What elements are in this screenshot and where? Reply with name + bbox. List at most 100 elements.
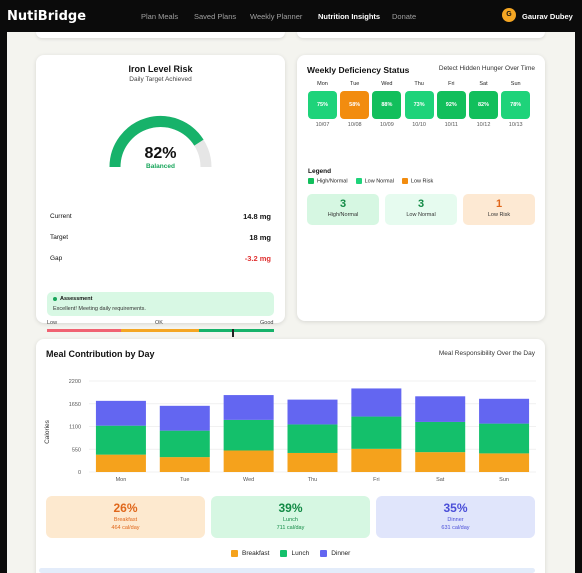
stat-row-target: Target 18 mg — [50, 233, 271, 242]
bar-lunch-sat[interactable] — [415, 421, 466, 453]
scale-segment-good — [199, 329, 274, 332]
day-tue[interactable]: Tue 58% 10/08 — [340, 81, 370, 128]
scale-segment-ok — [121, 329, 199, 332]
bar-dinner-mon[interactable] — [95, 400, 146, 426]
meal-calories: 711 cal/day — [276, 525, 305, 531]
legend-label: Breakfast — [242, 550, 270, 558]
user-name[interactable]: Gaurav Dubey — [522, 12, 573, 21]
nav-link-saved-plans[interactable]: Saved Plans — [194, 12, 237, 21]
chart-y-label: Calories — [44, 419, 51, 444]
meal-name: Lunch — [283, 517, 298, 523]
bar-dinner-tue[interactable] — [159, 405, 210, 431]
day-fri[interactable]: Fri 92% 10/11 — [436, 81, 466, 128]
x-tick-label: Fri — [373, 477, 379, 483]
meal-percent: 26% — [113, 501, 138, 515]
legend-swatch — [280, 550, 288, 557]
deficiency-legend: High/Normal Low Normal Low Risk — [308, 178, 433, 184]
day-sun[interactable]: Sun 78% 10/13 — [501, 81, 531, 128]
bar-dinner-fri[interactable] — [351, 388, 402, 417]
legend-swatch — [308, 178, 314, 184]
summary-count: 3 — [339, 198, 347, 210]
legend-item-breakfast[interactable]: Breakfast — [231, 550, 269, 557]
day-label: Tue — [350, 81, 360, 87]
summary-count: 3 — [417, 198, 425, 210]
meal-card-lunch: 39% Lunch 711 cal/day — [211, 496, 370, 538]
x-tick-label: Sun — [499, 477, 509, 483]
bar-dinner-wed[interactable] — [223, 395, 274, 420]
legend-swatch — [355, 178, 362, 184]
scale-low-label: Low — [47, 320, 58, 326]
scale-ok-label: OK — [155, 320, 163, 326]
summary-label: Low Normal — [406, 212, 436, 218]
bar-breakfast-mon[interactable] — [95, 454, 146, 472]
nav-link-nutrition-insights[interactable]: Nutrition Insights — [318, 12, 381, 21]
bar-lunch-mon[interactable] — [95, 425, 146, 455]
day-percent-box: 73% — [404, 91, 434, 119]
bar-breakfast-fri[interactable] — [351, 448, 402, 472]
bar-dinner-sun[interactable] — [479, 398, 530, 424]
day-percent-box: 88% — [372, 91, 402, 119]
meal-contribution-card: Meal Contribution by Day Meal Responsibi… — [36, 339, 545, 573]
avatar[interactable]: G — [502, 8, 516, 22]
scale-good-label: Good — [260, 320, 274, 326]
risk-scale-bar — [47, 329, 274, 332]
day-percent-box: 82% — [469, 91, 498, 119]
assessment-text: Excellent! Meeting daily requirements. — [53, 306, 146, 312]
chart-x-ticks: Mon Tue Wed Thu Fri Sat Sun — [116, 477, 509, 483]
meal-stacked-bar-chart: 0 550 1100 1650 2200 Mon Tue Wed Thu Fri Sat Sun C… — [44, 379, 536, 483]
day-date: 10/13 — [508, 122, 523, 128]
legend-swatch — [401, 178, 408, 184]
day-label: Sat — [479, 81, 488, 87]
stat-label: Current — [50, 213, 72, 220]
day-date: 10/11 — [444, 122, 458, 128]
bar-lunch-thu[interactable] — [287, 424, 338, 453]
day-percent-box: 75% — [308, 91, 337, 119]
iron-percent: 82% — [144, 145, 177, 162]
day-date: 10/07 — [315, 122, 330, 128]
bar-dinner-thu[interactable] — [287, 399, 338, 425]
y-tick-label: 550 — [72, 447, 81, 453]
bar-lunch-wed[interactable] — [223, 419, 274, 451]
legend-label: Low Normal — [364, 178, 394, 185]
deficiency-title: Weekly Deficiency Status — [307, 65, 410, 75]
day-thu[interactable]: Thu 73% 10/10 — [404, 81, 434, 128]
nav-link-plan-meals[interactable]: Plan Meals — [141, 12, 179, 21]
deficiency-subtitle: Detect Hidden Hunger Over Time — [438, 65, 535, 72]
meal-card-dinner: 35% Dinner 631 cal/day — [376, 496, 535, 538]
stat-label: Target — [50, 234, 69, 241]
day-date: 10/12 — [476, 122, 491, 128]
chart-bars — [95, 388, 530, 472]
day-label: Wed — [381, 81, 393, 87]
legend-item: Low Risk — [401, 178, 433, 184]
legend-swatch — [231, 550, 238, 557]
iron-gauge — [109, 116, 212, 168]
y-tick-label: 0 — [78, 470, 81, 476]
day-wed[interactable]: Wed 88% 10/09 — [372, 81, 402, 128]
summary-label: Low Risk — [487, 212, 511, 218]
meal-title: Meal Contribution by Day — [46, 349, 155, 359]
meal-name: Breakfast — [113, 517, 138, 523]
day-sat[interactable]: Sat 82% 10/12 — [469, 81, 498, 128]
day-mon[interactable]: Mon 75% 10/07 — [308, 81, 337, 128]
bar-breakfast-sat[interactable] — [415, 452, 466, 472]
summary-high-normal: 3 High/Normal — [307, 194, 379, 225]
nav-link-donate[interactable]: Donate — [392, 12, 417, 21]
bar-lunch-sun[interactable] — [479, 423, 530, 454]
bar-dinner-sat[interactable] — [415, 396, 466, 422]
nav-link-weekly-planner[interactable]: Weekly Planner — [250, 12, 303, 21]
bar-breakfast-tue[interactable] — [159, 457, 210, 472]
stat-row-gap: Gap -3.2 mg — [50, 254, 271, 263]
legend-item-dinner[interactable]: Dinner — [320, 550, 350, 557]
x-tick-label: Wed — [243, 477, 254, 483]
iron-subtitle: Daily Target Achieved — [129, 76, 192, 83]
legend-item-lunch[interactable]: Lunch — [280, 550, 309, 557]
meal-percent: 39% — [278, 501, 303, 515]
bar-breakfast-wed[interactable] — [223, 450, 274, 472]
bar-breakfast-sun[interactable] — [479, 453, 530, 472]
bar-breakfast-thu[interactable] — [287, 452, 338, 472]
bar-lunch-fri[interactable] — [351, 416, 402, 449]
bar-lunch-tue[interactable] — [159, 430, 210, 458]
legend-label: Lunch — [291, 550, 310, 558]
next-section-edge — [39, 568, 535, 573]
brand-logo[interactable]: NutiBridge — [7, 9, 87, 24]
